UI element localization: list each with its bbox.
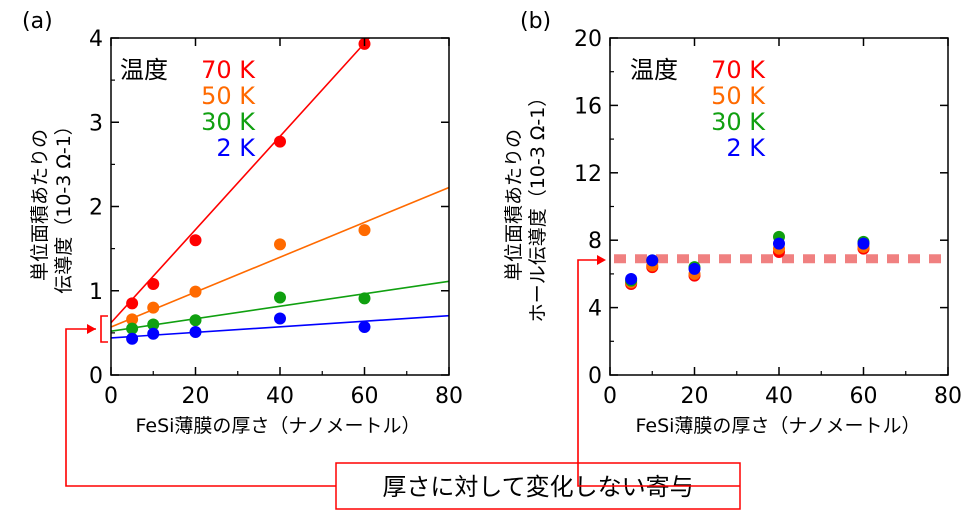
panel-a-point-3-3: [274, 312, 286, 325]
panel-a-legend-entry-0: 70 K: [201, 56, 256, 84]
panel-a-point-0-2: [189, 234, 202, 247]
panel-b-xtick-label-1: 20: [681, 384, 709, 409]
panel-a-legend-title: 温度: [120, 56, 168, 84]
panel-b-legend-entry-1: 50 K: [711, 82, 766, 110]
panel-a-ytick-label-1: 1: [89, 280, 103, 305]
panel-a-ytick-label-2: 2: [89, 196, 103, 221]
panel-b-xtick-label-4: 80: [934, 384, 962, 409]
panel-a-point-3-0: [126, 332, 139, 345]
panel-a-legend-entry-1: 50 K: [201, 82, 256, 110]
panel-b-legend-title: 温度: [630, 56, 678, 84]
panel-b-plot-frame: [609, 37, 949, 376]
panel-b-ytick-label-4: 16: [574, 94, 602, 119]
panel-a-point-2-2: [189, 314, 202, 327]
panel-a-point-0-3: [274, 135, 286, 148]
panel-a-point-1-1: [147, 301, 160, 314]
panel-a-ylabel-line1: 単位面積あたりの: [29, 129, 51, 281]
panel-a-point-3-1: [147, 327, 160, 340]
panel-a-label: (a): [22, 9, 53, 34]
panel-b-ytick-label-0: 0: [588, 364, 602, 389]
panel-a-point-2-3: [274, 291, 286, 304]
panel-b-point-3-2: [688, 262, 701, 275]
panel-a-legend-entry-2: 30 K: [201, 108, 256, 136]
panel-b-xtick-label-3: 60: [850, 384, 878, 409]
panel-a-point-1-3: [274, 238, 286, 251]
callout-bracket: [100, 315, 108, 343]
panel-a-point-0-1: [147, 278, 160, 291]
panel-a-point-1-4: [358, 224, 371, 237]
panel-b-ytick-label-3: 12: [574, 162, 602, 187]
panel-a-xtick-label-2: 40: [266, 384, 294, 409]
callout-text: 厚さに対して変化しない寄与: [382, 473, 693, 501]
panel-b-xlabel: FeSi薄膜の厚さ（ナノメートル）: [636, 415, 921, 437]
panel-a-xtick-label-4: 80: [435, 384, 463, 409]
panel-b-point-3-1: [646, 254, 659, 267]
panel-a-point-1-2: [189, 285, 202, 298]
panel-a-point-1-0: [126, 313, 139, 326]
callout-connector-b: [577, 259, 740, 487]
panel-b-ylabel-line1: 単位面積あたりの: [503, 129, 525, 281]
panel-a-xtick-label-1: 20: [182, 384, 210, 409]
panel-b-legend-entry-3: 2 K: [726, 134, 766, 162]
panel-b-xtick-label-0: 0: [603, 384, 617, 409]
panel-b-ytick-label-2: 8: [588, 229, 602, 254]
panel-a-fit-line-2: [110, 280, 450, 332]
panel-a-point-2-4: [358, 292, 371, 305]
callout-arrowhead-b: [597, 255, 606, 265]
callout-arrowhead-a: [87, 324, 96, 334]
panel-a-point-3-4: [358, 320, 371, 333]
panel-a-ylabel-line2: 伝導度（10-3 Ω-1）: [53, 116, 75, 294]
panel-b-point-3-3: [773, 237, 785, 250]
panel-a-point-0-0: [126, 297, 139, 310]
panel-a-xlabel: FeSi薄膜の厚さ（ナノメートル）: [136, 415, 421, 437]
panel-a-xtick-label-0: 0: [104, 384, 118, 409]
panel-a-legend-entry-3: 2 K: [216, 134, 256, 162]
panel-a-point-2-0: [126, 322, 139, 335]
panel-a-ytick-label-0: 0: [89, 364, 103, 389]
panel-a-fit-line-1: [110, 186, 450, 328]
panel-a-fit-line-3: [110, 314, 450, 339]
panel-b-ylabel-line2: ホール伝導度（10-3 Ω-1）: [527, 88, 549, 323]
panel-b-ytick-label-1: 4: [588, 297, 602, 322]
panel-a-ytick-label-4: 4: [89, 27, 103, 52]
panel-a-ytick-label-3: 3: [89, 111, 103, 136]
panel-b-point-3-4: [857, 237, 870, 250]
panel-b-label: (b): [520, 9, 551, 34]
panel-b-legend-entry-2: 30 K: [711, 108, 766, 136]
panel-b-ytick-label-5: 20: [574, 27, 602, 52]
panel-a-point-3-2: [189, 326, 202, 339]
panel-a-fit-line-0: [110, 37, 370, 324]
panel-b-legend-entry-0: 70 K: [711, 56, 766, 84]
panel-a-point-2-1: [147, 318, 160, 331]
callout-connector-a: [65, 328, 336, 487]
panel-b-point-3-0: [625, 272, 638, 285]
panel-a-xtick-label-3: 60: [351, 384, 379, 409]
panel-b-xtick-label-2: 40: [765, 384, 793, 409]
